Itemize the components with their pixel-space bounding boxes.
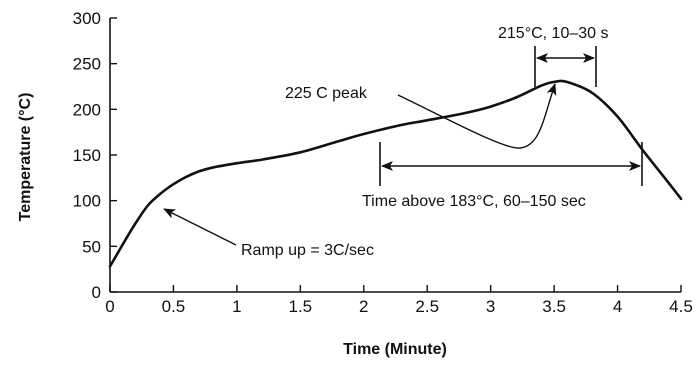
series-group — [108, 79, 683, 268]
y-tick-label: 150 — [73, 146, 101, 165]
x-axis: 0 0.5 1 1.5 2 2.5 3 3.5 4 4.5 — [105, 285, 693, 316]
x-tick-label: 0 — [105, 297, 114, 316]
y-tick-label: 50 — [82, 237, 101, 256]
y-tick-label: 250 — [73, 55, 101, 74]
x-tick-label: 3.5 — [542, 297, 566, 316]
series-line-0 — [108, 79, 683, 268]
annotation-group: 215°C, 10–30 s Time above 183°C, 60–150 … — [163, 25, 643, 259]
time-above-label: Time above 183°C, 60–150 sec — [362, 193, 586, 210]
y-tick-label: 0 — [92, 283, 101, 302]
x-tick-label: 3 — [486, 297, 495, 316]
peak-label: 225 C peak — [285, 85, 368, 102]
ramp-callout-arrow — [163, 208, 237, 246]
x-tick-label: 4 — [613, 297, 622, 316]
x-tick-label: 2 — [359, 297, 368, 316]
window-label: 215°C, 10–30 s — [498, 25, 608, 42]
ramp-label: Ramp up = 3C/sec — [241, 242, 374, 259]
x-tick-label: 1.5 — [289, 297, 313, 316]
x-tick-label: 2.5 — [415, 297, 439, 316]
y-axis: 0 50 100 150 200 250 300 — [73, 9, 117, 302]
x-tick-label: 4.5 — [669, 297, 693, 316]
y-tick-label: 200 — [73, 100, 101, 119]
y-tick-label: 100 — [73, 192, 101, 211]
x-tick-label: 1 — [232, 297, 241, 316]
y-axis-title: Temperature (°C) — [17, 93, 34, 222]
peak-callout-arrow — [397, 83, 557, 149]
x-tick-label: 0.5 — [162, 297, 186, 316]
y-tick-label: 300 — [73, 9, 101, 28]
x-axis-title: Time (Minute) — [343, 341, 447, 358]
